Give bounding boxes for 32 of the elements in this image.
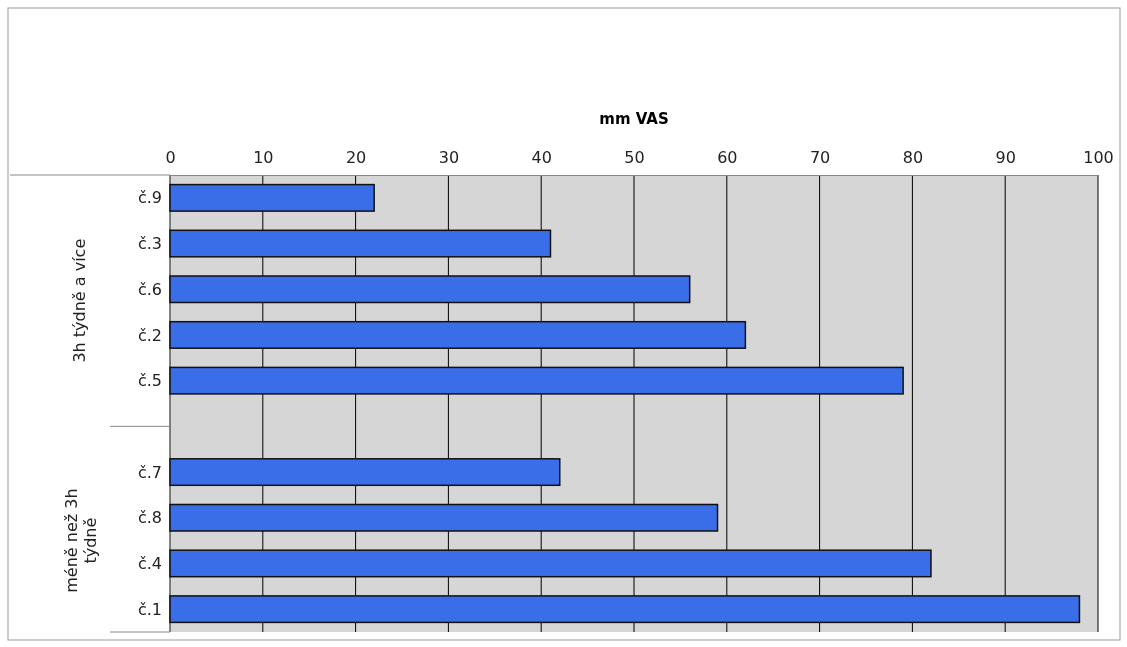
x-tick-label: 20 (345, 148, 367, 167)
bar (169, 366, 904, 395)
bar (169, 503, 719, 532)
x-tick-label: 40 (531, 148, 552, 167)
text: méně než 3h týdně (61, 488, 100, 593)
y-tick-label: č.1 (137, 599, 162, 619)
y-tick-label: č.8 (137, 508, 162, 528)
text: 3h týdně a více (70, 238, 89, 363)
x-tick-label: 70 (809, 148, 831, 167)
bar (169, 458, 561, 487)
x-tick-label: 0 (165, 148, 176, 167)
y-tick-label: č.2 (137, 325, 162, 345)
x-tick-label: 10 (253, 148, 274, 167)
x-tick-label: 60 (717, 148, 738, 167)
x-axis-title: mm VAS (599, 110, 669, 128)
bar (169, 183, 375, 212)
y-tick-label: č.3 (137, 234, 162, 254)
y-tick-label: č.6 (137, 279, 162, 299)
bar (169, 275, 691, 304)
bar (169, 595, 1081, 624)
y-tick-label: č.7 (137, 462, 162, 482)
bar (169, 549, 932, 578)
x-tick-label: 30 (438, 148, 460, 167)
x-tick-label: 80 (902, 148, 924, 167)
bar (169, 229, 552, 258)
x-tick-label: 50 (624, 148, 645, 167)
bar (169, 320, 747, 349)
x-tick-label: 100 (1083, 148, 1114, 167)
y-tick-label: č.4 (137, 554, 162, 574)
y-tick-label: č.9 (137, 188, 162, 208)
y-tick-label: č.5 (137, 371, 162, 391)
x-tick-label: 90 (995, 148, 1016, 167)
